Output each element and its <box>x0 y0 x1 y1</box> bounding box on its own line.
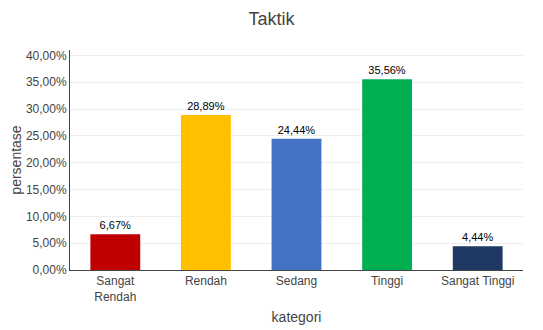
svg-text:4,44%: 4,44% <box>462 231 493 243</box>
svg-text:28,89%: 28,89% <box>187 100 225 112</box>
svg-text:Sangat Tinggi: Sangat Tinggi <box>441 274 514 288</box>
svg-text:0,00%: 0,00% <box>33 263 67 277</box>
svg-text:Taktik: Taktik <box>248 9 295 29</box>
svg-text:5,00%: 5,00% <box>33 236 67 250</box>
svg-text:15,00%: 15,00% <box>26 183 67 197</box>
svg-text:30,00%: 30,00% <box>26 102 67 116</box>
svg-text:kategori: kategori <box>272 309 322 325</box>
svg-text:Tinggi: Tinggi <box>371 274 403 288</box>
svg-text:Rendah: Rendah <box>185 274 227 288</box>
svg-text:persentase: persentase <box>8 125 24 194</box>
svg-text:20,00%: 20,00% <box>26 156 67 170</box>
svg-text:24,44%: 24,44% <box>278 124 316 136</box>
svg-text:SangatRendah: SangatRendah <box>94 274 136 304</box>
svg-text:40,00%: 40,00% <box>26 49 67 63</box>
svg-text:10,00%: 10,00% <box>26 210 67 224</box>
svg-text:35,56%: 35,56% <box>368 64 406 76</box>
svg-text:35,00%: 35,00% <box>26 75 67 89</box>
svg-text:Sedang: Sedang <box>276 274 317 288</box>
svg-text:6,67%: 6,67% <box>100 219 131 231</box>
svg-text:25,00%: 25,00% <box>26 129 67 143</box>
